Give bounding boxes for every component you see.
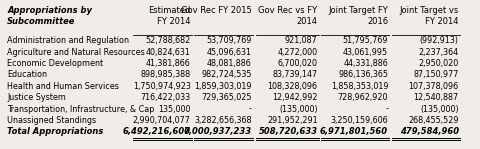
Text: 12,942,992: 12,942,992 <box>272 93 318 102</box>
Text: 728,962,920: 728,962,920 <box>337 93 388 102</box>
Text: 268,455,529: 268,455,529 <box>408 116 459 125</box>
Text: 716,422,033: 716,422,033 <box>141 93 191 102</box>
Text: Transportation, Infrastructure, & Cap: Transportation, Infrastructure, & Cap <box>7 105 155 114</box>
Text: 40,824,631: 40,824,631 <box>146 48 191 57</box>
Text: 1,858,353,019: 1,858,353,019 <box>331 82 388 91</box>
Text: 6,971,801,560: 6,971,801,560 <box>320 127 388 136</box>
Text: 2,990,704,077: 2,990,704,077 <box>133 116 191 125</box>
Text: (992,913): (992,913) <box>420 36 459 45</box>
Text: Education: Education <box>7 70 47 79</box>
Text: 7,000,937,233: 7,000,937,233 <box>184 127 252 136</box>
Text: -: - <box>249 105 252 114</box>
Text: 921,087: 921,087 <box>285 36 318 45</box>
Text: 508,720,633: 508,720,633 <box>259 127 318 136</box>
Text: Administration and Regulation: Administration and Regulation <box>7 36 129 45</box>
Text: 982,724,535: 982,724,535 <box>201 70 252 79</box>
Text: 898,985,388: 898,985,388 <box>141 70 191 79</box>
Text: 12,540,887: 12,540,887 <box>414 93 459 102</box>
Text: 986,136,365: 986,136,365 <box>338 70 388 79</box>
Text: 135,000: 135,000 <box>158 105 191 114</box>
Text: 4,272,000: 4,272,000 <box>277 48 318 57</box>
Text: 107,378,096: 107,378,096 <box>408 82 459 91</box>
Text: 43,061,995: 43,061,995 <box>343 48 388 57</box>
Text: Health and Human Services: Health and Human Services <box>7 82 119 91</box>
Text: -: - <box>385 105 388 114</box>
Text: 44,331,886: 44,331,886 <box>343 59 388 68</box>
Text: 87,150,977: 87,150,977 <box>413 70 459 79</box>
Text: 1,859,303,019: 1,859,303,019 <box>194 82 252 91</box>
Text: 6,700,020: 6,700,020 <box>277 59 318 68</box>
Text: 1,750,974,923: 1,750,974,923 <box>133 82 191 91</box>
Text: 2,950,020: 2,950,020 <box>419 59 459 68</box>
Text: 3,282,656,368: 3,282,656,368 <box>194 116 252 125</box>
Text: Justice System: Justice System <box>7 93 66 102</box>
Text: 2,237,364: 2,237,364 <box>419 48 459 57</box>
Text: 53,709,769: 53,709,769 <box>206 36 252 45</box>
Text: 41,381,866: 41,381,866 <box>146 59 191 68</box>
Text: 51,795,769: 51,795,769 <box>343 36 388 45</box>
Text: 52,788,682: 52,788,682 <box>145 36 191 45</box>
Text: Joint Target FY
2016: Joint Target FY 2016 <box>328 6 388 26</box>
Text: 83,739,147: 83,739,147 <box>273 70 318 79</box>
Text: 479,584,960: 479,584,960 <box>400 127 459 136</box>
Text: Gov Rec FY 2015: Gov Rec FY 2015 <box>181 6 252 15</box>
Text: 45,096,631: 45,096,631 <box>207 48 252 57</box>
Text: Estimated
FY 2014: Estimated FY 2014 <box>148 6 191 26</box>
Text: (135,000): (135,000) <box>279 105 318 114</box>
Text: 3,250,159,606: 3,250,159,606 <box>331 116 388 125</box>
Text: Agriculture and Natural Resources: Agriculture and Natural Resources <box>7 48 145 57</box>
Text: Gov Rec vs FY
2014: Gov Rec vs FY 2014 <box>259 6 318 26</box>
Text: 291,952,291: 291,952,291 <box>267 116 318 125</box>
Text: 108,328,096: 108,328,096 <box>268 82 318 91</box>
Text: Joint Target vs
FY 2014: Joint Target vs FY 2014 <box>399 6 459 26</box>
Text: (135,000): (135,000) <box>420 105 459 114</box>
Text: Unassigned Standings: Unassigned Standings <box>7 116 96 125</box>
Text: 6,492,216,600: 6,492,216,600 <box>122 127 191 136</box>
Text: Appropriations by
Subcommittee: Appropriations by Subcommittee <box>7 6 92 26</box>
Text: Economic Development: Economic Development <box>7 59 103 68</box>
Text: Total Appropriations: Total Appropriations <box>7 127 104 136</box>
Text: 729,365,025: 729,365,025 <box>201 93 252 102</box>
Text: 48,081,886: 48,081,886 <box>207 59 252 68</box>
